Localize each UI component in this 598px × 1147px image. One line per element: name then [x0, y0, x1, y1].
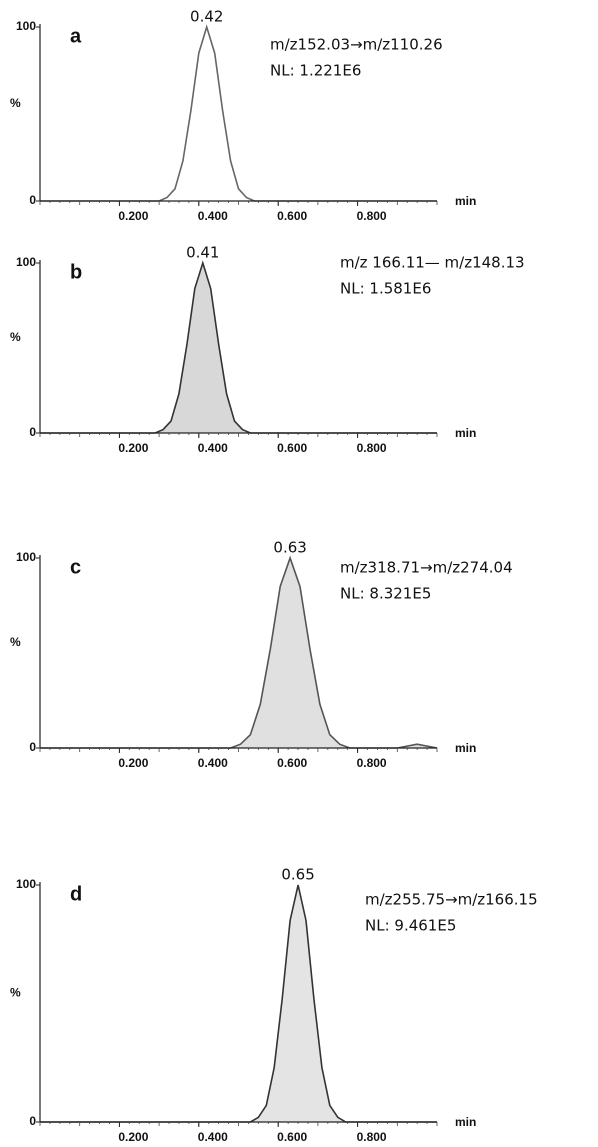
y-tick-label: 100	[16, 550, 36, 564]
x-tick-label: 0.200	[118, 756, 148, 770]
transition: m/z255.75→m/z166.15	[365, 891, 538, 909]
x-axis-label: min	[455, 194, 476, 208]
peak-label: 0.65	[281, 866, 314, 884]
panel-letter: b	[70, 261, 82, 283]
y-axis-label: %	[10, 986, 21, 1000]
y-tick-label: 100	[16, 255, 36, 269]
trace	[40, 884, 437, 1123]
peak-label: 0.42	[190, 8, 223, 26]
x-tick-label: 0.600	[277, 756, 307, 770]
nl-label: NL: 8.321E5	[340, 585, 431, 603]
y-axis-label: %	[10, 96, 21, 110]
y-tick-label: 0	[29, 193, 36, 207]
panel-letter: a	[70, 25, 82, 47]
x-tick-label: 0.400	[198, 1130, 228, 1144]
nl-label: NL: 9.461E5	[365, 917, 456, 935]
x-tick-label: 0.200	[118, 441, 148, 455]
trace	[40, 260, 437, 434]
x-axis-label: min	[455, 1115, 476, 1129]
x-tick-label: 0.400	[198, 756, 228, 770]
x-tick-label: 0.600	[277, 209, 307, 223]
x-tick-label: 0.800	[357, 756, 387, 770]
peak-label: 0.41	[186, 244, 219, 262]
transition: m/z152.03→m/z110.26	[270, 36, 443, 54]
y-tick-label: 0	[29, 740, 36, 754]
y-tick-label: 0	[29, 425, 36, 439]
x-axis-label: min	[455, 426, 476, 440]
y-tick-label: 100	[16, 19, 36, 33]
x-tick-label: 0.800	[357, 1130, 387, 1144]
x-tick-label: 0.800	[357, 209, 387, 223]
y-tick-label: 100	[16, 877, 36, 891]
trace	[40, 24, 437, 202]
y-tick-label: 0	[29, 1114, 36, 1128]
nl-label: NL: 1.221E6	[270, 62, 361, 80]
panel-letter: c	[70, 556, 81, 578]
x-axis-label: min	[455, 741, 476, 755]
y-axis-label: %	[10, 330, 21, 344]
x-tick-label: 0.600	[277, 441, 307, 455]
y-axis-label: %	[10, 635, 21, 649]
panel-letter: d	[70, 883, 82, 905]
transition: m/z318.71→m/z274.04	[340, 559, 513, 577]
x-tick-label: 0.200	[118, 209, 148, 223]
transition: m/z 166.11— m/z148.13	[340, 254, 525, 272]
x-tick-label: 0.600	[277, 1130, 307, 1144]
x-tick-label: 0.800	[357, 441, 387, 455]
nl-label: NL: 1.581E6	[340, 280, 431, 298]
x-tick-label: 0.400	[198, 209, 228, 223]
peak-label: 0.63	[273, 539, 306, 557]
x-tick-label: 0.200	[118, 1130, 148, 1144]
x-tick-label: 0.400	[198, 441, 228, 455]
